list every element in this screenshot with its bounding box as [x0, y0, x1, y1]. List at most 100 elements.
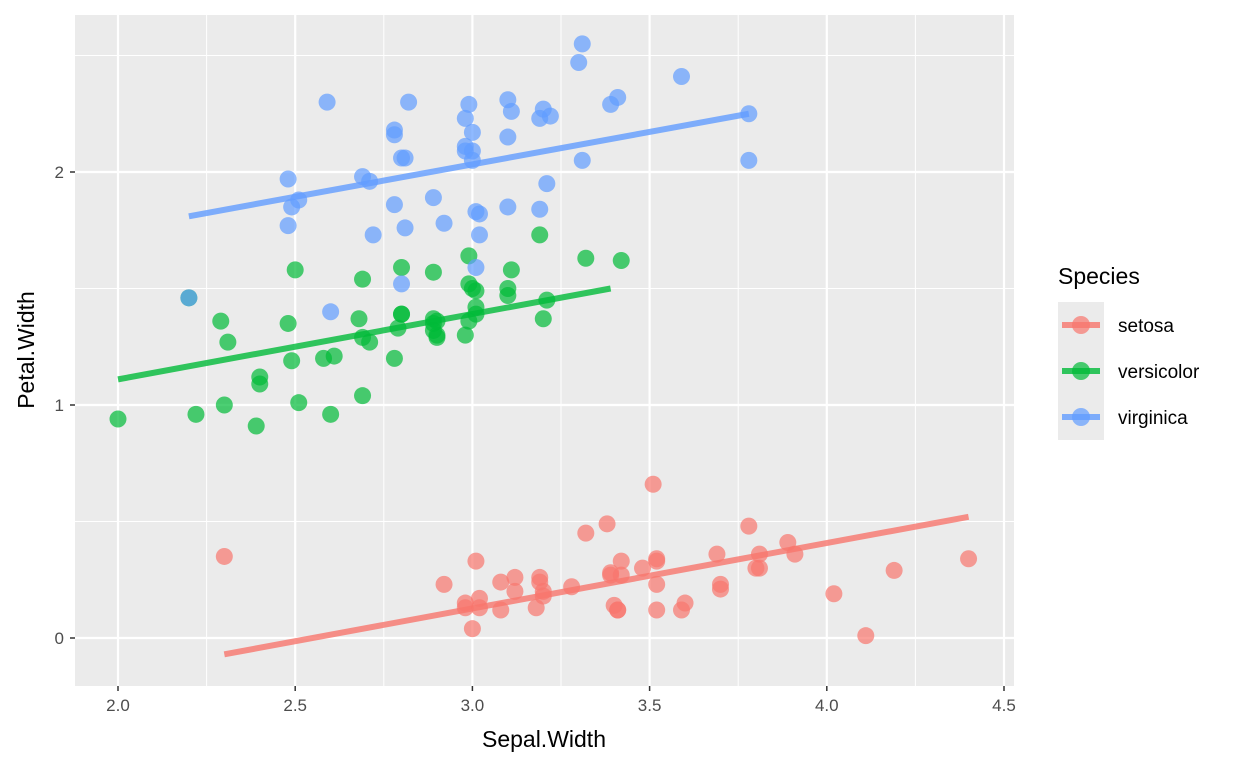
point-versicolor: [428, 328, 446, 346]
point-versicolor: [219, 333, 237, 351]
point-versicolor: [322, 405, 340, 423]
fit-line-setosa: [223, 513, 970, 658]
point-virginica: [499, 128, 517, 146]
point-setosa: [740, 517, 758, 535]
point-virginica: [424, 189, 442, 207]
point-virginica: [456, 109, 474, 127]
point-virginica: [279, 217, 297, 235]
point-virginica: [400, 93, 418, 111]
y-tick-label: 1: [55, 396, 64, 415]
point-virginica: [541, 107, 559, 125]
legend-point-versicolor: [1072, 362, 1090, 380]
point-setosa: [506, 582, 524, 600]
point-setosa: [609, 601, 627, 619]
point-versicolor: [534, 310, 552, 328]
point-setosa: [612, 552, 630, 570]
point-setosa: [825, 585, 843, 603]
y-axis: 0 1 2: [55, 163, 75, 648]
legend-label-versicolor: versicolor: [1118, 362, 1200, 383]
point-versicolor: [393, 259, 411, 277]
fit-line-virginica: [188, 110, 750, 220]
point-versicolor: [109, 410, 127, 428]
point-virginica: [470, 226, 488, 244]
point-virginica: [573, 151, 591, 169]
x-tick-label: 3.5: [638, 696, 662, 715]
point-versicolor: [215, 396, 233, 414]
point-versicolor: [499, 280, 517, 297]
point-setosa: [577, 524, 595, 542]
point-virginica: [393, 275, 411, 293]
point-setosa: [435, 575, 453, 593]
point-setosa: [676, 594, 694, 612]
point-versicolor: [354, 387, 372, 405]
point-setosa: [492, 573, 510, 591]
point-versicolor: [361, 333, 379, 351]
point-virginica: [396, 219, 414, 237]
point-setosa: [598, 515, 616, 533]
point-virginica: [538, 175, 556, 193]
point-virginica: [609, 88, 627, 106]
point-setosa: [463, 620, 481, 638]
point-setosa: [648, 552, 666, 570]
marks: [109, 35, 978, 658]
legend-point-setosa: [1072, 316, 1090, 334]
point-versicolor: [531, 226, 549, 244]
x-axis: 2.0 2.5 3.0 3.5 4.0 4.5: [106, 686, 1016, 715]
point-versicolor: [247, 417, 265, 435]
point-versicolor: [279, 314, 297, 332]
point-virginica: [467, 259, 485, 277]
point-virginica: [396, 149, 414, 167]
point-setosa: [648, 601, 666, 619]
x-tick-label: 2.0: [106, 696, 130, 715]
point-setosa: [467, 552, 485, 570]
point-virginica: [279, 170, 297, 188]
point-versicolor: [286, 261, 304, 279]
legend-point-virginica: [1072, 408, 1090, 426]
point-virginica: [385, 196, 403, 214]
y-tick-label: 0: [55, 629, 64, 648]
point-versicolor: [385, 349, 403, 367]
point-versicolor: [283, 352, 301, 370]
y-axis-label: Petal.Width: [13, 291, 39, 409]
point-setosa: [506, 568, 524, 586]
point-versicolor: [354, 270, 372, 288]
point-versicolor: [502, 261, 520, 279]
point-virginica: [435, 214, 453, 232]
point-setosa: [215, 547, 233, 565]
x-tick-label: 2.5: [283, 696, 307, 715]
point-versicolor: [424, 263, 442, 281]
point-setosa: [648, 575, 666, 593]
point-setosa: [885, 561, 903, 579]
point-setosa: [857, 627, 875, 645]
point-versicolor: [290, 394, 308, 412]
point-setosa: [708, 545, 726, 563]
point-versicolor: [251, 368, 269, 386]
point-virginica: [364, 226, 382, 244]
point-versicolor: [212, 312, 230, 330]
point-setosa: [960, 550, 978, 568]
point-virginica: [180, 289, 198, 307]
x-tick-label: 3.0: [461, 696, 485, 715]
fit-line-versicolor: [117, 285, 612, 383]
legend-label-setosa: setosa: [1118, 316, 1174, 337]
point-versicolor: [612, 252, 630, 270]
point-virginica: [740, 151, 758, 169]
point-versicolor: [393, 305, 411, 323]
point-virginica: [672, 67, 690, 85]
point-virginica: [322, 303, 340, 321]
point-versicolor: [456, 326, 474, 344]
x-tick-label: 4.5: [992, 696, 1016, 715]
legend-label-virginica: virginica: [1118, 408, 1188, 429]
point-virginica: [470, 205, 488, 223]
point-versicolor: [187, 405, 205, 423]
point-virginica: [318, 93, 336, 111]
point-virginica: [463, 123, 481, 141]
point-virginica: [499, 198, 517, 216]
point-virginica: [460, 95, 478, 113]
point-virginica: [573, 35, 591, 53]
y-tick-label: 2: [55, 163, 64, 182]
point-virginica: [570, 53, 588, 71]
point-versicolor: [350, 310, 368, 328]
point-setosa: [644, 475, 662, 493]
